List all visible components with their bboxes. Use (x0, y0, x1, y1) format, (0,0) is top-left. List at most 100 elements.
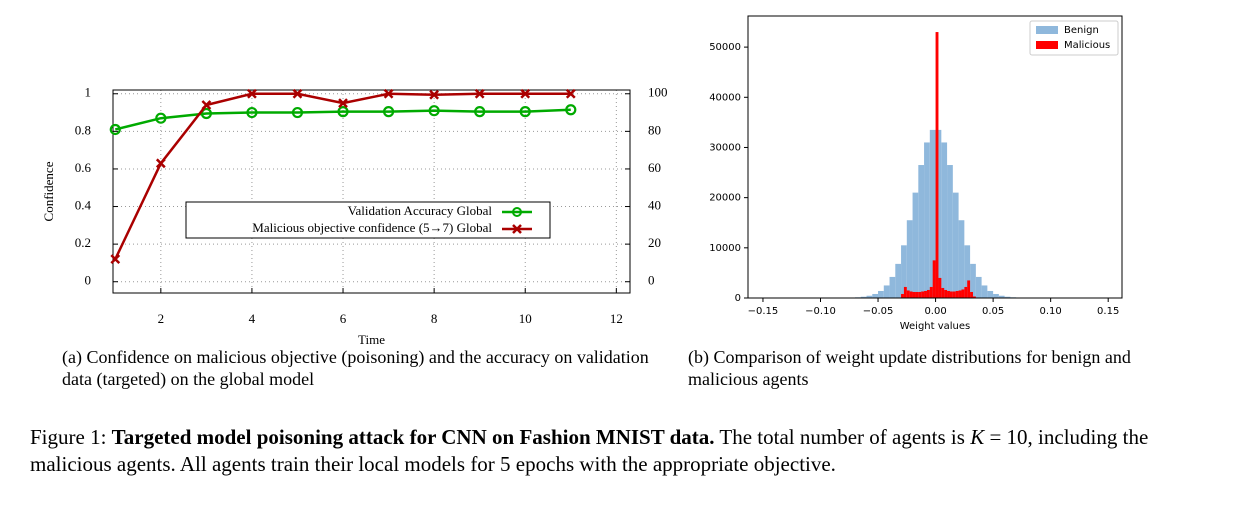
histogram-bar (961, 289, 965, 298)
marker (383, 88, 394, 99)
x-tick-label: 8 (431, 311, 438, 326)
histogram-bar (935, 32, 939, 298)
histogram-bar (901, 293, 904, 298)
y2-tick-label: 0 (648, 273, 655, 288)
y-tick-label: 20000 (709, 193, 741, 204)
y-tick-label: 0.6 (75, 160, 92, 175)
histogram-bar (918, 165, 925, 298)
histogram-bar (958, 220, 965, 298)
marker (565, 104, 577, 116)
series-line (114, 108, 571, 131)
histogram-bar (981, 285, 988, 298)
histogram-bar (947, 290, 950, 298)
histogram-bar (1004, 296, 1011, 298)
y2-tick-label: 20 (648, 235, 661, 250)
y-tick-label: 0.4 (75, 198, 92, 213)
marker (519, 106, 531, 118)
marker (382, 106, 395, 118)
x-tick-label: −0.15 (748, 306, 779, 317)
histogram-bar (941, 142, 948, 298)
marker (337, 106, 349, 118)
x-tick-label: 10 (519, 311, 532, 326)
caption-title: Targeted model poisoning attack for CNN … (111, 425, 715, 449)
legend-marker (512, 207, 522, 217)
histogram-bar (906, 290, 910, 298)
caption-variable: K (970, 425, 985, 449)
marker (155, 112, 167, 124)
y2-tick-label: 40 (648, 198, 661, 213)
figure-caption: Figure 1: Targeted model poisoning attac… (30, 424, 1225, 478)
histogram-bar (964, 286, 968, 298)
legend-marker (512, 224, 522, 234)
histogram-bar (998, 295, 1005, 298)
marker (474, 88, 485, 99)
figure: 2 4 6 8 10 1200.20.40.60.81020406080100TimeCo… (41, 15, 1123, 345)
marker (474, 106, 486, 118)
legend-box (185, 201, 551, 239)
x-tick-label: 0.10 (1040, 306, 1062, 317)
caption-label: Figure 1: (30, 425, 107, 449)
marker (292, 88, 303, 99)
histogram-bar (912, 192, 919, 298)
histogram-bar (947, 165, 953, 298)
y-tick-label: 50000 (709, 42, 741, 53)
histogram-bar (909, 291, 913, 298)
y2-tick-label: 80 (648, 122, 661, 137)
histogram-bar (918, 291, 922, 298)
histogram-bar (970, 291, 973, 298)
legend-label: Benign (1064, 25, 1099, 36)
caption-text: = 10, including the malicious agents. Al… (30, 425, 1149, 476)
histogram-bar (924, 142, 930, 298)
chart-a: 2 4 6 8 10 1200.20.40.60.81020406080100TimeCo… (41, 85, 692, 345)
legend-label: Malicious objective confidence (5→7) Glo… (252, 220, 492, 235)
histogram-bar (895, 263, 902, 298)
plot-frame (112, 89, 631, 294)
histogram-bar (866, 295, 873, 298)
histogram-bar (955, 290, 959, 298)
caption-a: (a) Confidence on malicious objective (p… (62, 347, 649, 389)
marker (520, 88, 531, 99)
histogram-bar (987, 290, 994, 298)
histogram-bar (949, 291, 953, 298)
histogram-bar (929, 286, 933, 298)
y2-tick-label: 100 (648, 85, 668, 100)
marker (565, 88, 576, 99)
histogram-bar (967, 280, 971, 298)
histogram-bar (952, 192, 959, 298)
legend-label: Malicious (1064, 40, 1110, 51)
y2-axis-label: Classification accuracy (677, 131, 692, 252)
x-tick-label: 0.15 (1097, 306, 1119, 317)
y2-tick-label: 60 (648, 160, 661, 175)
x-tick-label: 4 (249, 311, 256, 326)
histogram-bar (993, 293, 999, 298)
histogram-bar (975, 276, 982, 298)
marker (200, 107, 212, 120)
x-tick-label: −0.10 (805, 306, 836, 317)
legend-label: Validation Accuracy Global (348, 203, 493, 218)
y-tick-label: 1 (85, 85, 92, 100)
histogram-bar (906, 220, 913, 298)
y-tick-label: 0.2 (75, 235, 91, 250)
histogram-bar (952, 291, 956, 298)
x-axis-label: Weight values (900, 321, 971, 332)
histogram-bar (941, 287, 945, 298)
histogram-bar (883, 285, 890, 298)
histogram-bar (912, 291, 916, 298)
histogram-bar (915, 291, 919, 298)
marker (110, 254, 121, 265)
histogram-bar (903, 286, 907, 298)
marker (109, 123, 121, 136)
marker (428, 105, 440, 117)
marker (201, 100, 212, 110)
x-tick-label: −0.05 (863, 306, 894, 317)
marker (247, 88, 257, 99)
x-tick-label: 0.05 (982, 306, 1004, 317)
histogram-bar (964, 245, 971, 298)
histogram-bar (958, 290, 962, 298)
histogram-bar (970, 263, 976, 298)
histogram-bar (929, 129, 936, 298)
histogram-bar (901, 245, 907, 298)
histogram-bar (924, 290, 927, 298)
chart-b: −0.15 −0.10 −0.05 0.00 0.05 0.10 0.15 0 10000 200… (709, 15, 1123, 332)
y-tick-label: 40000 (709, 92, 741, 103)
